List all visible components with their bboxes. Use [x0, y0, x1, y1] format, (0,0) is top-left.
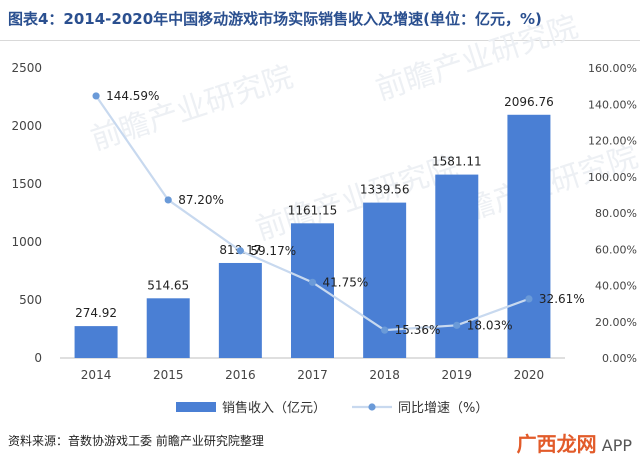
right-axis-tick-label: 80.00%: [595, 207, 637, 220]
bar: [507, 114, 551, 358]
left-axis-tick-label: 1000: [11, 235, 42, 249]
source-note: 资料来源：音数协游戏工委 前瞻产业研究院整理: [8, 434, 264, 448]
x-axis-ticks: 2014 2015 2016 2017 2018 2019 2020: [81, 368, 544, 382]
growth-value-label: 59.17%: [250, 244, 296, 258]
growth-point: [92, 92, 100, 100]
right-axis-tick-label: 60.00%: [595, 243, 637, 256]
x-axis-tick-label: 2018: [369, 368, 400, 382]
bar-value-label: 1581.11: [432, 155, 482, 169]
title-divider: [0, 40, 640, 41]
growth-value-label: 18.03%: [467, 318, 513, 332]
corner-watermark-accent: 广西龙网: [516, 432, 597, 456]
bar-value-label: 2096.76: [504, 95, 554, 109]
growth-point: [525, 295, 533, 303]
growth-point: [308, 278, 317, 286]
left-axis-tick-label: 0: [34, 351, 42, 365]
right-axis-tick-label: 40.00%: [595, 280, 637, 293]
bar: [291, 223, 334, 358]
legend-line-label: 同比增速（%）: [398, 401, 488, 416]
left-axis-tick-label: 2500: [11, 61, 42, 75]
growth-value-label: 87.20%: [178, 193, 224, 207]
bar-value-labels: 274.92514.65819.171161.151339.561581.112…: [75, 95, 554, 320]
bar-value-label: 1161.15: [288, 203, 338, 217]
x-axis-tick-label: 2015: [153, 368, 184, 382]
chart-title: 图表4：2014-2020年中国移动游戏市场实际销售收入及增速(单位：亿元，%): [8, 10, 542, 28]
brand-watermark: 前瞻产业研究院: [372, 9, 583, 107]
corner-watermark-suffix: APP: [601, 436, 632, 455]
right-axis-tick-label: 160.00%: [588, 62, 637, 75]
line-value-labels: 144.59% 87.20% 59.17% 41.75% 15.36% 18.03% 32.…: [106, 89, 585, 337]
bar: [218, 262, 262, 358]
bar: [146, 298, 190, 358]
legend-bar-label: 销售收入（亿元）: [222, 400, 326, 416]
growth-value-label: 32.61%: [539, 292, 585, 306]
growth-point: [164, 196, 172, 204]
bar-value-label: 514.65: [147, 278, 189, 292]
right-axis-tick-label: 120.00%: [588, 135, 637, 148]
x-axis-tick-label: 2016: [225, 368, 256, 382]
legend-line-marker: [368, 403, 376, 411]
growth-value-label: 15.36%: [395, 323, 441, 337]
x-axis-tick-label: 2020: [514, 368, 545, 382]
right-y-axis: 0.00% 20.00% 40.00% 60.00% 80.00% 100.00% 120.…: [588, 62, 637, 365]
bar-value-label: 1339.56: [360, 183, 410, 197]
left-axis-tick-label: 500: [19, 293, 42, 307]
left-axis-tick-label: 2000: [11, 119, 42, 133]
legend-bar-swatch: [176, 402, 216, 412]
left-y-axis: 0 500 1000 1500 2000 2500: [11, 61, 42, 365]
right-axis-tick-label: 20.00%: [595, 316, 637, 329]
bar: [74, 326, 118, 358]
growth-value-label: 41.75%: [323, 275, 369, 289]
left-axis-tick-label: 1500: [11, 177, 42, 191]
brand-watermark: 前瞻产业研究院: [87, 59, 298, 157]
right-axis-tick-label: 100.00%: [588, 171, 637, 184]
right-axis-tick-label: 0.00%: [602, 352, 637, 365]
legend: 销售收入（亿元） 同比增速（%）: [176, 400, 488, 416]
right-axis-tick-label: 140.00%: [588, 98, 637, 111]
growth-point: [236, 247, 244, 255]
growth-point: [453, 321, 461, 329]
corner-watermark: 广西龙网 APP: [517, 428, 632, 457]
x-axis-tick-label: 2019: [442, 368, 473, 382]
x-axis-tick-label: 2014: [81, 368, 112, 382]
line-series: [92, 92, 533, 334]
bar-value-label: 274.92: [75, 306, 117, 320]
x-axis-tick-label: 2017: [297, 368, 328, 382]
growth-value-label: 144.59%: [106, 89, 159, 103]
brand-watermark: 前瞻产业研究院: [252, 149, 463, 247]
growth-point: [381, 326, 389, 334]
